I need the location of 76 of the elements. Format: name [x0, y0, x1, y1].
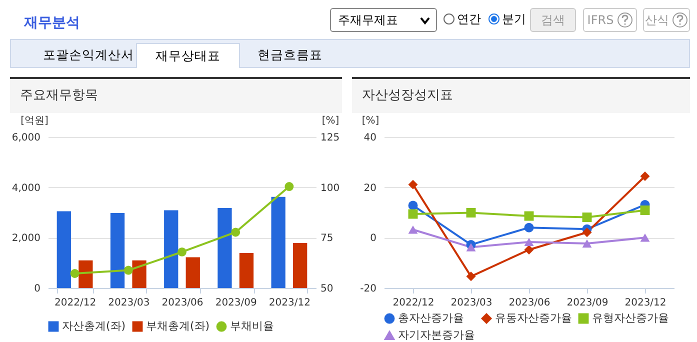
text: 산식	[645, 13, 669, 27]
x-tick-label: 2023/06	[162, 298, 204, 308]
legend-label: 유동자산증가율	[495, 312, 572, 325]
point	[408, 209, 418, 219]
y-tick-label: 0	[34, 284, 40, 294]
point	[524, 211, 534, 221]
text: 분기	[502, 12, 526, 26]
text: IFRS	[587, 13, 614, 27]
y-tick-label: 0	[370, 233, 376, 244]
text: 현금흐름표	[256, 46, 324, 64]
bar	[186, 257, 200, 288]
point	[178, 248, 186, 256]
y-axis-title: [억원]	[20, 116, 48, 126]
bar	[239, 253, 254, 288]
y-tick-label: 20	[364, 182, 376, 194]
point	[582, 228, 592, 238]
y-tick-label: 40	[364, 132, 376, 144]
y2-tick-label: 50	[320, 284, 334, 294]
text: 연간	[457, 12, 481, 26]
point	[124, 266, 133, 275]
point	[524, 238, 534, 246]
y-tick-label: 6,000	[12, 132, 40, 144]
legend-label: 자기자본증가율	[398, 328, 475, 342]
text: 포괄손익계산서	[42, 46, 135, 64]
bar	[78, 260, 93, 288]
point	[524, 222, 534, 232]
point	[408, 180, 418, 190]
bar	[271, 196, 286, 288]
bar	[132, 260, 146, 288]
text: 재무분석	[24, 14, 80, 32]
point	[640, 234, 650, 242]
y2-axis-title: [%]	[322, 116, 340, 126]
y-tick-label: -20	[360, 284, 376, 294]
point	[582, 239, 592, 248]
legend-label: 총자산증가율	[398, 312, 464, 325]
x-tick-label: 2023/12	[624, 298, 666, 308]
point	[466, 208, 476, 218]
text: 검색	[530, 8, 576, 32]
bar	[218, 208, 232, 288]
y2-tick-label: 100	[320, 182, 340, 194]
point	[408, 200, 418, 210]
legend-label: 부채비율	[230, 320, 274, 333]
bar	[110, 213, 125, 288]
point	[640, 205, 650, 215]
x-tick-label: 2023/06	[508, 298, 550, 308]
bar	[56, 211, 71, 288]
point	[284, 182, 294, 191]
bar	[293, 242, 308, 288]
legend-label: 부채총계(좌)	[146, 320, 210, 333]
chart-title: 자산성장성지표	[352, 79, 690, 114]
point	[408, 226, 418, 234]
x-tick-label: 2023/09	[215, 298, 257, 308]
point	[231, 228, 240, 237]
text: 재무상태표	[136, 43, 240, 68]
point	[524, 245, 534, 254]
x-tick-label: 2022/12	[392, 298, 434, 308]
point	[640, 172, 650, 182]
y-tick-label: 2,000	[12, 233, 40, 244]
x-tick-label: 2023/12	[268, 298, 310, 308]
x-tick-label: 2023/03	[108, 298, 150, 308]
point	[466, 272, 476, 282]
point	[70, 269, 80, 278]
point	[466, 243, 476, 252]
dropdown: 주재무제표	[330, 8, 437, 32]
x-tick-label: 2023/03	[450, 298, 492, 308]
bar	[164, 210, 178, 288]
x-tick-label: 2023/09	[566, 298, 608, 308]
y-tick-label: 4,000	[12, 182, 40, 194]
y-axis-title: [%]	[362, 116, 380, 126]
chart-title: 주요재무항목	[10, 79, 342, 114]
x-tick-label: 2022/12	[54, 298, 96, 308]
point	[582, 212, 592, 222]
y2-tick-label: 125	[320, 132, 340, 144]
legend-label: 자산총계(좌)	[62, 320, 126, 333]
y2-tick-label: 75	[320, 233, 334, 244]
legend-label: 유형자산증가율	[592, 312, 669, 325]
